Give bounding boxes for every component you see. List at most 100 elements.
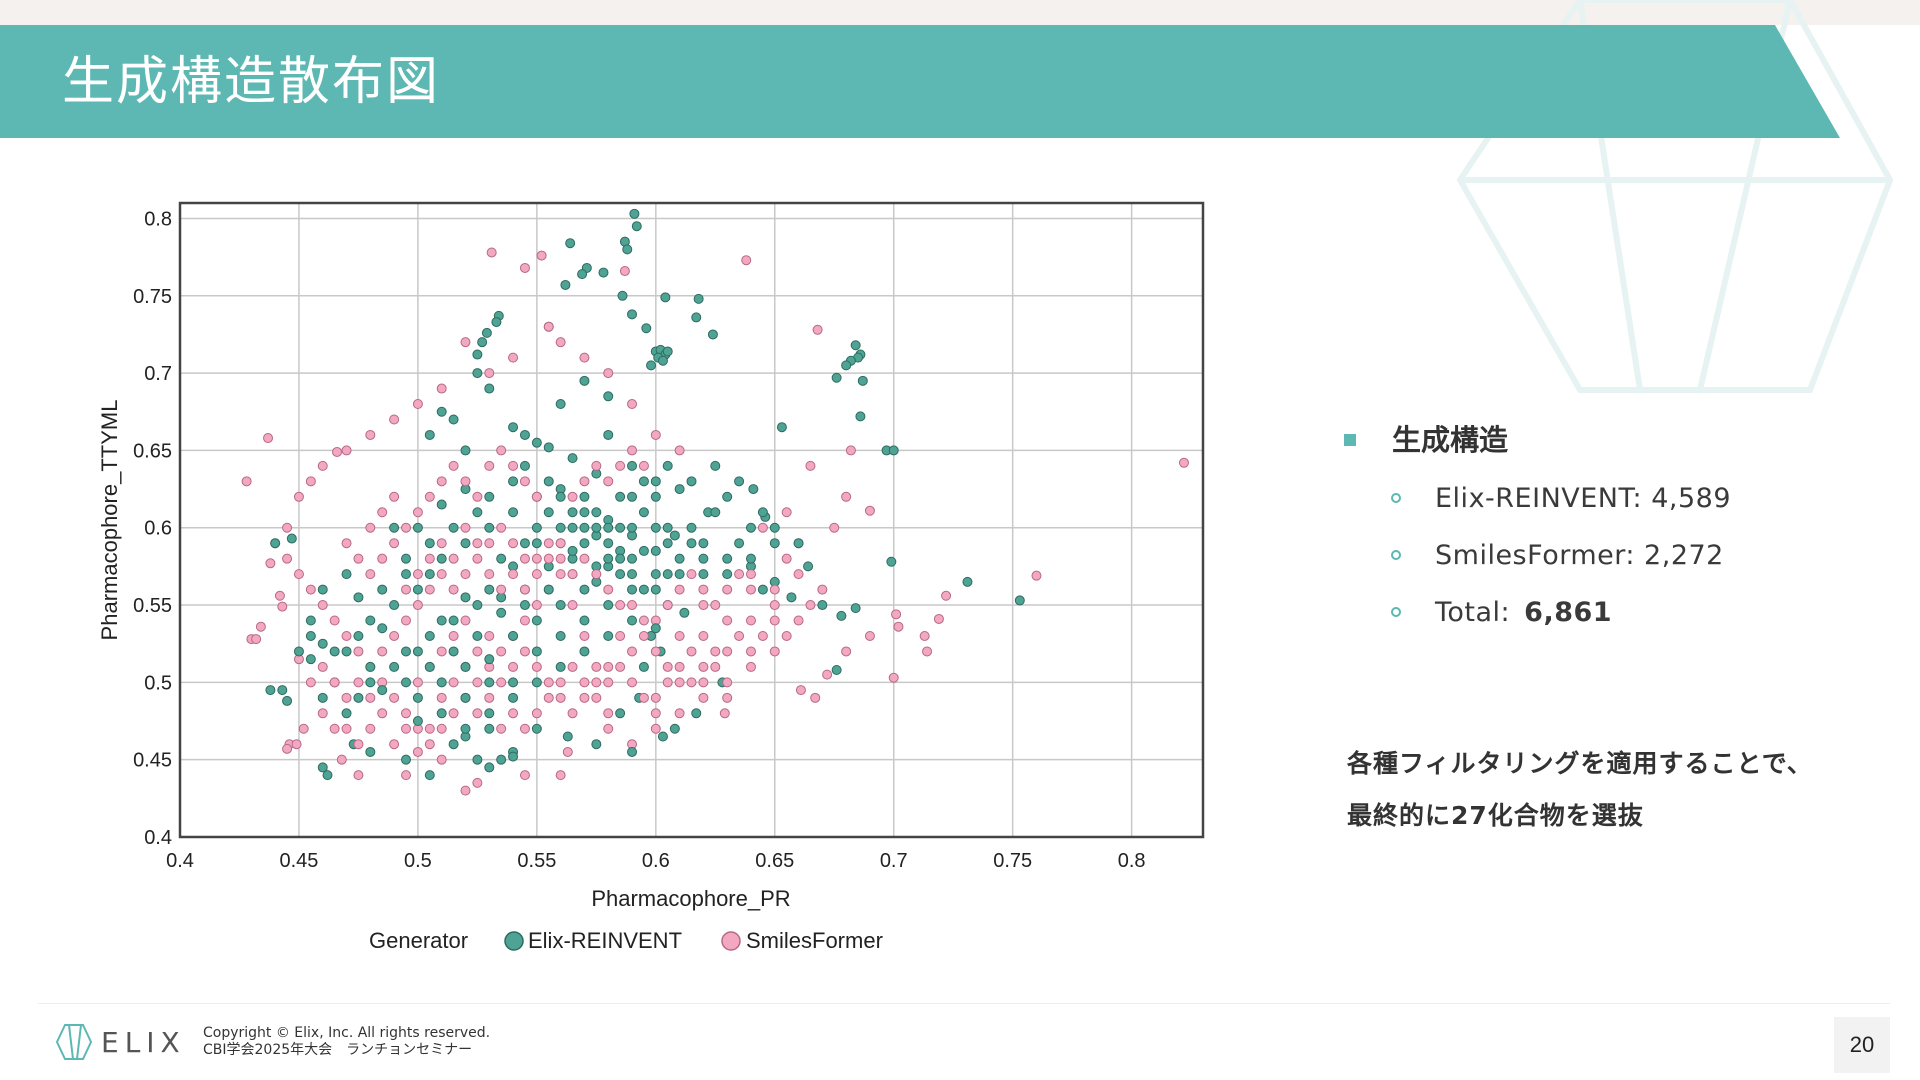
point-smilesformer (650, 646, 661, 657)
point-elix-reinvent (660, 292, 671, 303)
point-smilesformer (638, 692, 649, 703)
point-elix-reinvent (662, 346, 673, 357)
point-smilesformer (627, 445, 638, 456)
point-elix-reinvent (377, 685, 388, 696)
point-elix-reinvent (657, 355, 668, 366)
point-smilesformer (567, 661, 578, 672)
point-smilesformer (448, 584, 459, 595)
point-smilesformer (341, 538, 352, 549)
point-smilesformer (241, 476, 252, 487)
point-elix-reinvent (615, 708, 626, 719)
x-tick-label: 0.8 (1118, 850, 1146, 872)
point-elix-reinvent (389, 522, 400, 533)
point-smilesformer (329, 677, 340, 688)
point-smilesformer (508, 460, 519, 471)
point-smilesformer (543, 538, 554, 549)
point-smilesformer (436, 383, 447, 394)
point-smilesformer (531, 569, 542, 580)
point-smilesformer (519, 584, 530, 595)
point-elix-reinvent (484, 723, 495, 734)
y-tick-label: 0.65 (133, 440, 172, 462)
point-elix-reinvent (850, 603, 861, 614)
filtering-note: 各種フィルタリングを適用することで、 最終的に27化合物を選抜 (1347, 738, 1813, 842)
point-elix-reinvent (496, 553, 507, 564)
point-elix-reinvent (329, 646, 340, 657)
point-smilesformer (341, 692, 352, 703)
point-smilesformer (460, 476, 471, 487)
point-smilesformer (812, 324, 823, 335)
point-smilesformer (365, 429, 376, 440)
point-smilesformer (508, 569, 519, 580)
point-elix-reinvent (412, 646, 423, 657)
legend-marker-elix-reinvent (504, 931, 524, 951)
point-elix-reinvent (617, 290, 628, 301)
point-elix-reinvent (543, 476, 554, 487)
point-smilesformer (377, 553, 388, 564)
point-elix-reinvent (519, 538, 530, 549)
point-elix-reinvent (265, 685, 276, 696)
point-smilesformer (662, 600, 673, 611)
point-elix-reinvent (508, 677, 519, 688)
point-smilesformer (448, 708, 459, 719)
point-elix-reinvent (650, 545, 661, 556)
point-elix-reinvent (519, 460, 530, 471)
point-elix-reinvent (831, 664, 842, 675)
grid-lines (179, 203, 1203, 838)
point-elix-reinvent (424, 630, 435, 641)
point-elix-reinvent (484, 584, 495, 595)
point-smilesformer (543, 692, 554, 703)
bullet-list: 生成構造 Elix-REINVENT: 4,589 SmilesFormer: … (1340, 410, 1731, 641)
point-smilesformer (484, 368, 495, 379)
point-elix-reinvent (424, 429, 435, 440)
x-tick-labels: 0.4 0.45 0.5 0.55 0.6 0.65 0.7 0.75 0.8 (166, 850, 1145, 872)
x-tick-label: 0.45 (279, 850, 318, 872)
point-smilesformer (722, 646, 733, 657)
square-bullet-icon (1344, 434, 1356, 446)
point-smilesformer (769, 615, 780, 626)
point-elix-reinvent (567, 453, 578, 464)
point-smilesformer (627, 399, 638, 410)
point-elix-reinvent (341, 569, 352, 580)
point-smilesformer (662, 677, 673, 688)
point-smilesformer (519, 615, 530, 626)
point-elix-reinvent (270, 538, 281, 549)
point-elix-reinvent (662, 538, 673, 549)
point-elix-reinvent (472, 630, 483, 641)
point-smilesformer (591, 460, 602, 471)
point-smilesformer (519, 723, 530, 734)
point-elix-reinvent (745, 553, 756, 564)
point-smilesformer (274, 590, 285, 601)
point-smilesformer (603, 723, 614, 734)
point-elix-reinvent (693, 293, 704, 304)
point-elix-reinvent (579, 522, 590, 533)
point-elix-reinvent (734, 476, 745, 487)
point-elix-reinvent (579, 507, 590, 518)
point-smilesformer (591, 692, 602, 703)
point-elix-reinvent (567, 507, 578, 518)
point-elix-reinvent (1014, 595, 1025, 606)
point-elix-reinvent (460, 661, 471, 672)
point-smilesformer (460, 569, 471, 580)
point-smilesformer (251, 634, 262, 645)
x-axis-label: Pharmacophore_PR (591, 886, 790, 911)
point-elix-reinvent (674, 484, 685, 495)
point-elix-reinvent (748, 484, 759, 495)
point-smilesformer (448, 460, 459, 471)
point-elix-reinvent (508, 751, 519, 762)
point-elix-reinvent (543, 507, 554, 518)
point-smilesformer (829, 522, 840, 533)
total-value: 6,861 (1524, 597, 1613, 628)
point-smilesformer (603, 368, 614, 379)
point-elix-reinvent (317, 762, 328, 773)
point-elix-reinvent (662, 569, 673, 580)
point-smilesformer (745, 646, 756, 657)
point-elix-reinvent (365, 661, 376, 672)
title-banner (0, 25, 1840, 138)
point-elix-reinvent (472, 507, 483, 518)
point-smilesformer (424, 739, 435, 750)
point-elix-reinvent (412, 716, 423, 727)
point-elix-reinvent (531, 646, 542, 657)
point-smilesformer (650, 723, 661, 734)
point-elix-reinvent (757, 507, 768, 518)
